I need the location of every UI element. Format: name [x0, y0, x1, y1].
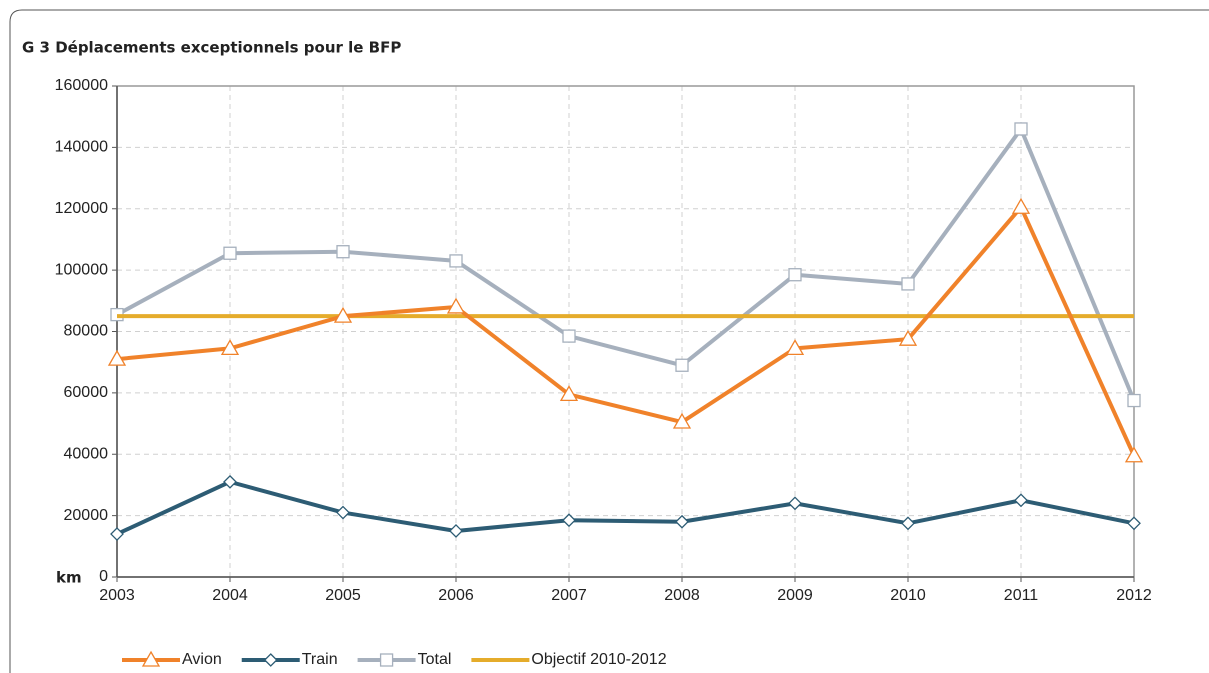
y-tick-label: 140000	[55, 139, 108, 156]
data-point	[1124, 446, 1144, 463]
legend-label: Total	[418, 651, 452, 668]
data-point	[788, 268, 802, 282]
data-point	[1127, 516, 1141, 531]
data-point	[1014, 122, 1028, 136]
data-point	[672, 412, 692, 429]
y-axis-label: km	[56, 569, 82, 587]
y-tick-label: 60000	[64, 384, 109, 401]
y-tick-label: 20000	[64, 507, 109, 524]
data-point	[788, 496, 802, 511]
data-point	[446, 297, 466, 314]
x-tick-label: 2012	[1116, 587, 1152, 604]
y-tick-label: 120000	[55, 200, 108, 217]
legend-marker	[141, 650, 161, 667]
x-tick-label: 2010	[890, 587, 926, 604]
data-point	[223, 246, 237, 260]
series-line	[116, 126, 1136, 402]
legend-marker	[263, 653, 278, 667]
chart-title: G 3 Déplacements exceptionnels pour le B…	[22, 39, 401, 57]
data-point	[336, 505, 350, 520]
legend-label: Train	[302, 651, 338, 668]
legend-label: Avion	[182, 651, 222, 668]
series-line	[116, 479, 1135, 536]
data-point	[901, 277, 915, 291]
data-point	[1011, 197, 1031, 214]
legend-label: Objectif 2010-2012	[531, 651, 666, 668]
data-point	[559, 385, 579, 402]
data-point	[785, 339, 805, 356]
data-point	[562, 329, 576, 343]
data-point	[1014, 493, 1028, 508]
data-point	[449, 524, 463, 538]
y-tick-label: 100000	[55, 261, 108, 278]
data-point	[107, 349, 127, 366]
x-tick-label: 2008	[664, 587, 700, 604]
legend-marker	[379, 653, 394, 667]
x-tick-label: 2006	[438, 587, 474, 604]
data-point	[223, 474, 237, 489]
y-tick-label: 0	[99, 568, 108, 585]
y-tick-label: 80000	[64, 323, 109, 340]
data-point	[336, 245, 350, 259]
data-point	[110, 527, 124, 541]
data-point	[449, 254, 463, 268]
data-point	[333, 306, 353, 323]
data-point	[220, 339, 240, 356]
data-point	[562, 513, 576, 528]
series-line	[116, 205, 1136, 457]
x-tick-label: 2007	[551, 587, 587, 604]
x-tick-label: 2004	[212, 587, 248, 604]
x-tick-label: 2003	[99, 587, 135, 604]
data-point	[898, 329, 918, 346]
x-tick-label: 2011	[1004, 587, 1039, 604]
data-point	[675, 514, 689, 529]
data-point	[1127, 393, 1141, 408]
data-point	[675, 358, 689, 372]
frame	[9, 9, 1209, 673]
x-tick-label: 2005	[325, 587, 361, 604]
y-tick-label: 40000	[64, 445, 109, 462]
x-tick-label: 2009	[777, 587, 813, 604]
y-tick-label: 160000	[55, 77, 108, 94]
data-point	[901, 516, 915, 531]
